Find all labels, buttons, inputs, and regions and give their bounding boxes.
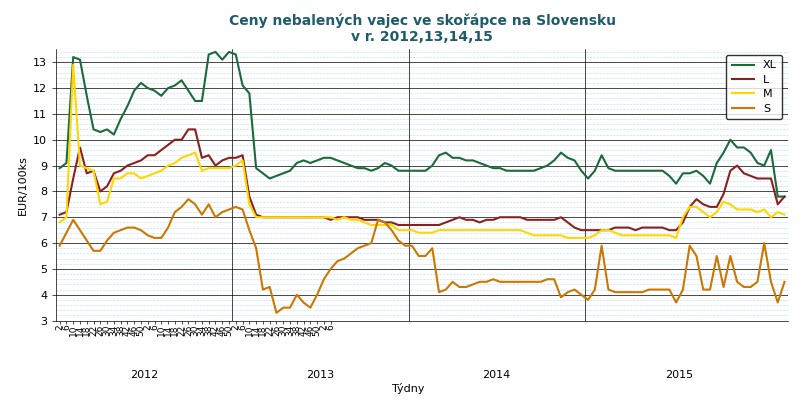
Title: Ceny nebalených vajec ve skořápce na Slovensku
v r. 2012,13,14,15: Ceny nebalených vajec ve skořápce na Slo… <box>228 13 615 44</box>
Text: Týdny: Týdny <box>392 383 424 394</box>
Y-axis label: EUR/100ks: EUR/100ks <box>18 155 27 215</box>
Legend: XL, L, M, S: XL, L, M, S <box>725 55 781 119</box>
